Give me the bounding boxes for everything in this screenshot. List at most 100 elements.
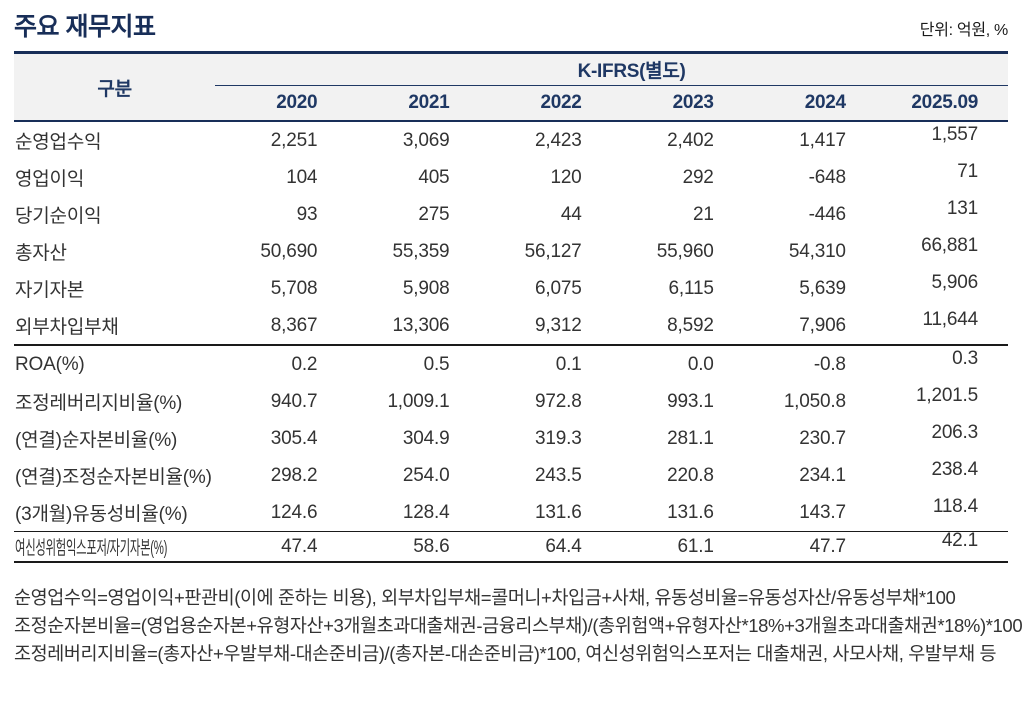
cell-value: 47.7	[743, 531, 876, 563]
cell-value: 319.3	[479, 420, 612, 457]
table-row: (연결)순자본비율(%) 305.4 304.9 319.3 281.1 230.7 206…	[14, 420, 1008, 457]
row-label: 여신성위험익스포저/자기자본(%)	[14, 531, 216, 563]
cell-value: 1,009.1	[347, 383, 480, 420]
column-group-header-kifrs: K-IFRS(별도)	[215, 52, 1008, 86]
cell-value: 275	[347, 196, 480, 233]
cell-value: 2,251	[215, 121, 348, 159]
cell-value: 56,127	[479, 233, 612, 270]
table-row: 영업이익 104 405 120 292 -648 71	[14, 159, 1008, 196]
cell-value: 234.1	[743, 457, 876, 494]
column-header-2025-09: 2025.09	[875, 85, 1008, 122]
cell-value: 5,708	[215, 270, 348, 307]
cell-value: 0.0	[611, 345, 744, 383]
cell-value-text: 42.1	[941, 529, 978, 551]
cell-value: 7,906	[743, 307, 876, 346]
cell-value: -648	[743, 159, 876, 196]
cell-value: 131.6	[611, 494, 744, 532]
cell-value: 124.6	[215, 494, 348, 532]
cell-value: 238.4	[875, 457, 1008, 494]
table-row: (3개월)유동성비율(%) 124.6 128.4 131.6 131.6 143.7 11…	[14, 494, 1008, 532]
cell-value: 305.4	[215, 420, 348, 457]
cell-value: 93	[215, 196, 348, 233]
cell-value: 71	[875, 159, 1008, 196]
column-header-2024: 2024	[743, 85, 876, 122]
cell-value: 1,557	[875, 121, 1008, 159]
cell-value: 993.1	[611, 383, 744, 420]
footnote-line-1: 순영업수익=영업이익+판관비(이에 준하는 비용), 외부차입부채=콜머니+차입…	[14, 587, 956, 608]
cell-value: 1,417	[743, 121, 876, 159]
cell-value: 47.4	[215, 531, 348, 563]
cell-value-text: 1,201.5	[916, 384, 978, 406]
row-label: (연결)순자본비율(%)	[14, 420, 216, 457]
row-label: 총자산	[14, 233, 216, 270]
cell-value: 281.1	[611, 420, 744, 457]
cell-value-text: 71	[957, 160, 978, 182]
cell-value: 6,075	[479, 270, 612, 307]
cell-value-text: 118.4	[932, 495, 978, 517]
column-header-2023: 2023	[611, 85, 744, 122]
cell-value: 0.1	[479, 345, 612, 383]
cell-value-text: 1,557	[931, 123, 978, 145]
cell-value: 55,359	[347, 233, 480, 270]
table-row: 여신성위험익스포저/자기자본(%) 47.4 58.6 64.4 61.1 47.7 42.…	[14, 529, 1008, 563]
row-label: 순영업수익	[14, 121, 216, 159]
row-label: 영업이익	[14, 159, 216, 196]
row-label: 조정레버리지비율(%)	[14, 383, 216, 420]
cell-value: 405	[347, 159, 480, 196]
cell-value: 104	[215, 159, 348, 196]
cell-value: 143.7	[743, 494, 876, 532]
cell-value: 5,639	[743, 270, 876, 307]
cell-value: 243.5	[479, 457, 612, 494]
report-page: 주요 재무지표 단위: 억원, % 구분 K-IFRS(별도) 2020 202…	[14, 12, 1023, 668]
cell-value: 64.4	[479, 531, 612, 563]
cell-value: 2,423	[479, 121, 612, 159]
cell-value: 254.0	[347, 457, 480, 494]
cell-value-text: 0.3	[952, 347, 978, 369]
table-header: 구분 K-IFRS(별도) 2020 2021 2022 2023 2024 2…	[14, 52, 1008, 122]
cell-value: 131.6	[479, 494, 612, 532]
row-label: 외부차입부채	[14, 307, 216, 346]
table-row: 당기순이익 93 275 44 21 -446 131	[14, 196, 1008, 233]
cell-value: 50,690	[215, 233, 348, 270]
cell-value: 230.7	[743, 420, 876, 457]
header-row-years: 2020 2021 2022 2023 2024 2025.09	[14, 85, 1008, 122]
row-label-condensed-text: 여신성위험익스포저/자기자본(%)	[15, 538, 168, 559]
cell-value: 220.8	[611, 457, 744, 494]
table-row: 자기자본 5,708 5,908 6,075 6,115 5,639 5,906	[14, 270, 1008, 307]
header-row-group: 구분 K-IFRS(별도)	[14, 52, 1008, 122]
cell-value: 58.6	[347, 531, 480, 563]
cell-value: 972.8	[479, 383, 612, 420]
cell-value-text: 5,906	[931, 271, 978, 293]
title-bar: 주요 재무지표 단위: 억원, %	[14, 12, 1008, 42]
cell-value: 298.2	[215, 457, 348, 494]
cell-value: -446	[743, 196, 876, 233]
table-row: (연결)조정순자본비율(%) 298.2 254.0 243.5 220.8 234.1 2…	[14, 457, 1008, 494]
table-row: 순영업수익 2,251 3,069 2,423 2,402 1,417 1,557	[14, 121, 1008, 159]
row-label: 당기순이익	[14, 196, 216, 233]
cell-value-text: 206.3	[931, 421, 978, 443]
column-header-2022: 2022	[479, 85, 612, 122]
row-label: (연결)조정순자본비율(%)	[14, 457, 216, 494]
footnote-line-3: 조정레버리지비율=(총자산+우발부채-대손준비금)/(총자본-대손준비금)*10…	[14, 643, 997, 664]
footnotes: 순영업수익=영업이익+판관비(이에 준하는 비용), 외부차입부채=콜머니+차입…	[14, 584, 1023, 668]
row-label: (3개월)유동성비율(%)	[14, 494, 216, 532]
table-row: 조정레버리지비율(%) 940.7 1,009.1 972.8 993.1 1,050.8…	[14, 383, 1008, 420]
cell-value: 120	[479, 159, 612, 196]
footnote-line-2: 조정순자본비율=(영업용순자본+유형자산+3개월초과대출채권-금융리스부채)/(…	[14, 615, 1023, 636]
table-row: 총자산 50,690 55,359 56,127 55,960 54,310 66,881	[14, 233, 1008, 270]
column-header-2020: 2020	[215, 85, 348, 122]
cell-value-text: 238.4	[931, 458, 978, 480]
table-row: 외부차입부채 8,367 13,306 9,312 8,592 7,906 11,644	[14, 307, 1008, 346]
cell-value: 940.7	[215, 383, 348, 420]
cell-value: 42.1	[875, 529, 1008, 563]
financial-indicators-table: 구분 K-IFRS(별도) 2020 2021 2022 2023 2024 2…	[14, 51, 1008, 563]
cell-value: 66,881	[875, 233, 1008, 270]
cell-value: 21	[611, 196, 744, 233]
cell-value: 44	[479, 196, 612, 233]
cell-value: 0.5	[347, 345, 480, 383]
table-body: 순영업수익 2,251 3,069 2,423 2,402 1,417 1,557 영업이익 1…	[14, 121, 1008, 563]
table-row: ROA(%) 0.2 0.5 0.1 0.0 -0.8 0.3	[14, 345, 1008, 383]
cell-value: 54,310	[743, 233, 876, 270]
cell-value: 1,201.5	[875, 383, 1008, 420]
cell-value: 6,115	[611, 270, 744, 307]
